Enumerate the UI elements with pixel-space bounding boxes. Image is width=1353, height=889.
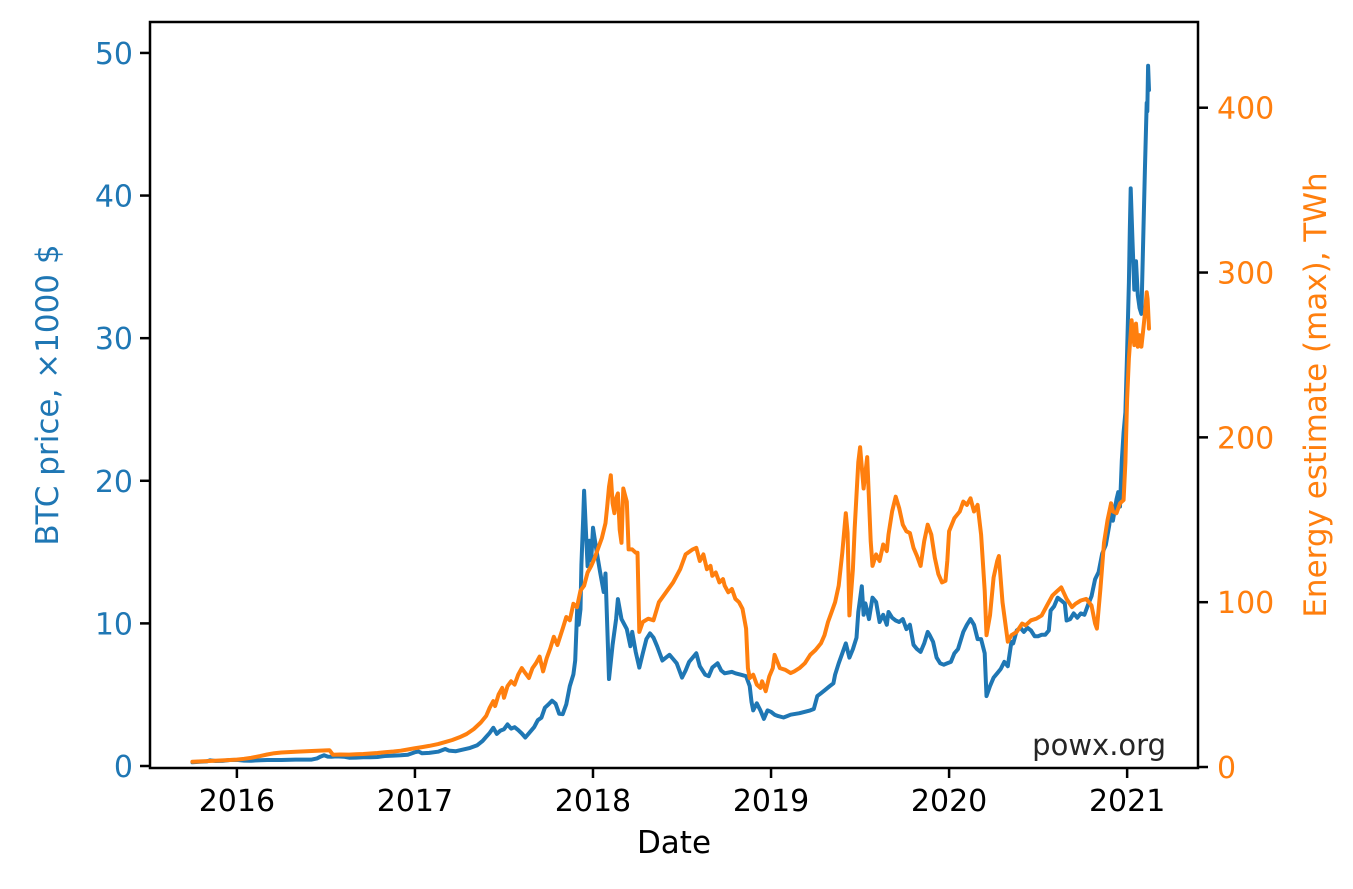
plot-lines bbox=[190, 63, 1151, 765]
x-tick-label: 2021 bbox=[1089, 784, 1165, 819]
left-axis-label: BTC price, ×1000 $ bbox=[30, 244, 66, 545]
left-tick-label: 40 bbox=[95, 180, 133, 215]
x-axis-ticks: 2016 2017 2018 2019 2020 2021 bbox=[199, 768, 1165, 819]
right-tick-label: 100 bbox=[1217, 586, 1274, 621]
right-tick-label: 200 bbox=[1217, 421, 1274, 456]
x-tick-label: 2020 bbox=[911, 784, 987, 819]
left-axis-ticks: 0 10 20 30 40 50 bbox=[95, 37, 150, 785]
energy-line bbox=[190, 290, 1151, 764]
x-tick-label: 2016 bbox=[199, 784, 275, 819]
right-tick-label: 400 bbox=[1217, 92, 1274, 127]
right-axis-label: Energy estimate (max), TWh bbox=[1298, 172, 1334, 617]
left-tick-label: 0 bbox=[114, 750, 133, 785]
x-tick-label: 2018 bbox=[555, 784, 631, 819]
x-axis-label: Date bbox=[637, 825, 711, 861]
watermark-text: powx.org bbox=[1032, 728, 1166, 762]
left-tick-label: 20 bbox=[95, 465, 133, 500]
plot-frame bbox=[148, 20, 1200, 770]
right-axis-ticks: 0 100 200 300 400 bbox=[1198, 92, 1274, 786]
right-tick-label: 300 bbox=[1217, 257, 1274, 292]
right-tick-label: 0 bbox=[1217, 751, 1236, 786]
left-tick-label: 10 bbox=[95, 607, 133, 642]
btc-price-line bbox=[190, 63, 1151, 765]
x-tick-label: 2019 bbox=[733, 784, 809, 819]
left-tick-label: 30 bbox=[95, 322, 133, 357]
left-tick-label: 50 bbox=[95, 37, 133, 72]
x-tick-label: 2017 bbox=[377, 784, 453, 819]
